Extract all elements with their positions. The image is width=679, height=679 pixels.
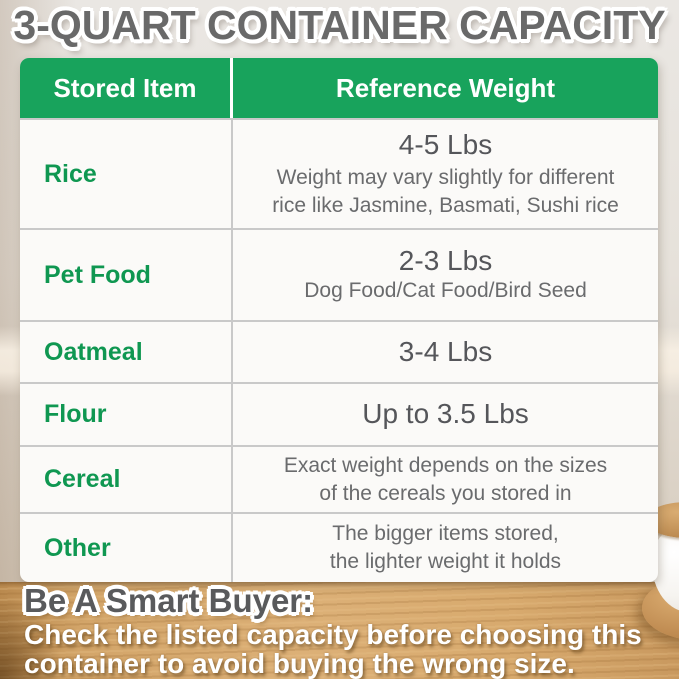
weight-note-line: Exact weight depends on the sizes — [283, 453, 608, 477]
weight-note-line: of the cereals you stored in — [319, 481, 572, 505]
weight-value: 4-5 Lbs — [398, 128, 493, 160]
item-label: Pet Food — [20, 230, 233, 320]
weight-cell: 3-4 Lbs — [233, 322, 658, 382]
table-row: Other The bigger items stored, the light… — [20, 512, 658, 582]
table-row: Pet Food 2-3 Lbs Dog Food/Cat Food/Bird … — [20, 228, 658, 320]
page-title: 3-QUART CONTAINER CAPACITY — [13, 2, 666, 48]
wood-table — [0, 582, 679, 679]
capacity-table: Stored Item Reference Weight Rice 4-5 Lb… — [20, 58, 658, 582]
table-row: Cereal Exact weight depends on the sizes… — [20, 445, 658, 512]
table-row: Flour Up to 3.5 Lbs — [20, 382, 658, 445]
item-label: Flour — [20, 384, 233, 445]
table-header-row: Stored Item Reference Weight — [20, 58, 658, 118]
weight-cell: The bigger items stored, the lighter wei… — [233, 514, 658, 582]
wood-table-edge — [0, 582, 679, 587]
weight-cell: 2-3 Lbs Dog Food/Cat Food/Bird Seed — [233, 230, 658, 320]
weight-value: 3-4 Lbs — [398, 335, 493, 367]
table-row: Oatmeal 3-4 Lbs — [20, 320, 658, 382]
footer-heading: Be A Smart Buyer: — [24, 582, 314, 619]
item-label: Rice — [20, 120, 233, 228]
weight-cell: 4-5 Lbs Weight may vary slightly for dif… — [233, 120, 658, 228]
weight-value: Up to 3.5 Lbs — [362, 398, 529, 430]
weight-value: 2-3 Lbs — [398, 245, 493, 277]
header-reference-weight: Reference Weight — [335, 72, 556, 103]
wood-corner-shadow — [0, 600, 60, 679]
weight-note-line: Dog Food/Cat Food/Bird Seed — [304, 279, 587, 303]
weight-note-line: The bigger items stored, — [332, 522, 559, 546]
item-label: Other — [20, 514, 233, 582]
footer-advice-line: Check the listed capacity before choosin… — [24, 619, 642, 650]
item-label: Oatmeal — [20, 322, 233, 382]
table-row: Rice 4-5 Lbs Weight may vary slightly fo… — [20, 118, 658, 228]
weight-cell: Exact weight depends on the sizes of the… — [233, 447, 658, 512]
weight-cell: Up to 3.5 Lbs — [233, 384, 658, 445]
weight-note-line: rice like Jasmine, Basmati, Sushi rice — [272, 193, 619, 217]
weight-note-line: the lighter weight it holds — [329, 550, 562, 573]
weight-note-line: Weight may vary slightly for different — [276, 165, 615, 189]
header-stored-item: Stored Item — [20, 58, 233, 118]
item-label: Cereal — [20, 447, 233, 512]
footer-advice-line: container to avoid buying the wrong size… — [24, 648, 575, 679]
